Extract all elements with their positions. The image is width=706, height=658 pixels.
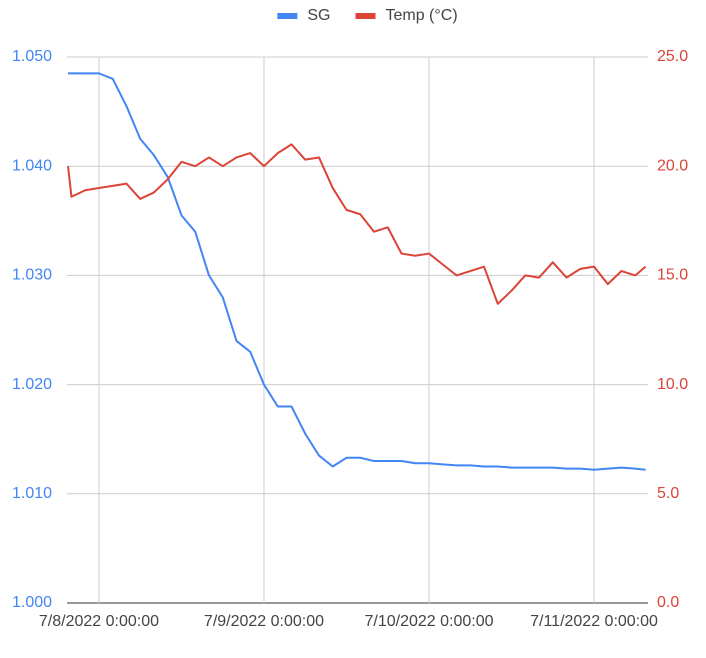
y-tick-label: 1.020 xyxy=(12,376,52,393)
legend-label: Temp (°C) xyxy=(385,7,457,24)
y2-tick-label: 5.0 xyxy=(657,485,679,502)
x-tick-label: 7/10/2022 0:00:00 xyxy=(364,613,493,630)
y2-tick-label: 15.0 xyxy=(657,267,688,284)
legend-swatch xyxy=(277,13,298,19)
series-line xyxy=(67,143,647,305)
legend-label: SG xyxy=(307,7,330,24)
y2-tick-label: 25.0 xyxy=(657,48,688,65)
legend: SG Temp (°C) xyxy=(277,7,458,24)
x-tick-label: 7/11/2022 0:00:00 xyxy=(530,613,658,630)
grid xyxy=(67,56,648,604)
y2-tick-label: 10.0 xyxy=(657,376,688,393)
y-tick-label: 1.050 xyxy=(12,48,52,65)
y2-tick-label: 20.0 xyxy=(657,157,688,174)
y-tick-label: 1.010 xyxy=(12,485,52,502)
legend-swatch xyxy=(355,13,376,19)
y-tick-label: 1.040 xyxy=(12,157,52,174)
series-line xyxy=(68,72,646,471)
y2-tick-label: 0.0 xyxy=(657,594,679,611)
y-tick-label: 1.000 xyxy=(12,594,52,611)
plot-area xyxy=(67,72,647,471)
y-tick-label: 1.030 xyxy=(12,267,52,284)
x-tick-label: 7/9/2022 0:00:00 xyxy=(204,613,324,630)
x-tick-label: 7/8/2022 0:00:00 xyxy=(39,613,159,630)
